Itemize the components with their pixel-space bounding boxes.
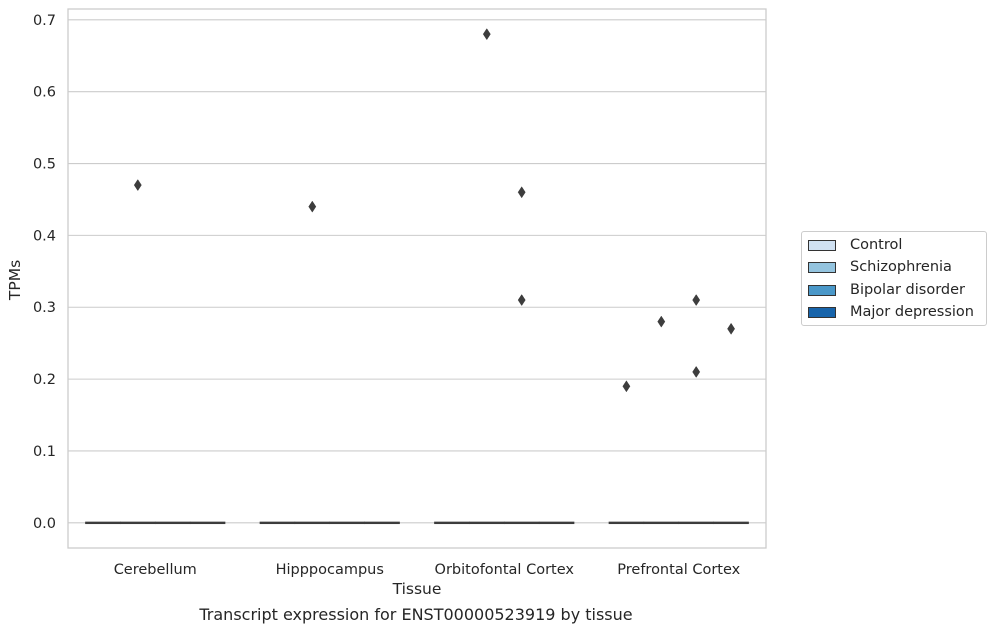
- legend-item-control: Control: [808, 236, 902, 254]
- outlier-point: [657, 315, 666, 328]
- y-tick-label: 0.0: [33, 516, 56, 532]
- y-tick-label: 0.3: [33, 300, 56, 316]
- legend-swatch-schizophrenia: [808, 261, 836, 273]
- box-group: [85, 521, 749, 525]
- y-tick-label: 0.2: [33, 372, 56, 388]
- x-tick-labels: Cerebellum Hipppocampus Orbitofontal Corte…: [114, 562, 741, 578]
- x-tick-label: Prefrontal Cortex: [617, 562, 740, 578]
- y-tick-label: 0.7: [33, 13, 56, 29]
- y-tick-labels: 0.0 0.1 0.2 0.3 0.4 0.5 0.6 0.7: [33, 13, 56, 532]
- outlier-point: [517, 186, 526, 199]
- legend-swatch-major-depression: [808, 306, 836, 318]
- y-tick-label: 0.6: [33, 85, 56, 101]
- outlier-point: [692, 365, 701, 378]
- outlier-point: [308, 200, 317, 213]
- legend-item-schizophrenia: Schizophrenia: [808, 258, 952, 276]
- outlier-point: [517, 294, 526, 307]
- y-tick-label: 0.4: [33, 228, 56, 244]
- outlier-point: [727, 322, 735, 335]
- y-axis-label: TPMs: [6, 260, 24, 301]
- legend: Control Schizophrenia Bipolar disorder M…: [801, 231, 987, 326]
- outlier-point: [482, 28, 491, 41]
- outlier-point: [622, 380, 631, 393]
- legend-label-schizophrenia: Schizophrenia: [850, 259, 952, 275]
- legend-label-major-depression: Major depression: [850, 304, 974, 320]
- outlier-group: [133, 28, 735, 393]
- legend-item-major-depression: Major depression: [808, 303, 974, 321]
- legend-swatch-bipolar-disorder: [808, 284, 836, 296]
- plot-frame: [67, 8, 767, 549]
- legend-label-control: Control: [850, 237, 903, 253]
- legend-swatch-control: [808, 239, 836, 251]
- x-tick-label: Orbitofontal Cortex: [435, 562, 575, 578]
- x-tick-label: Cerebellum: [114, 562, 197, 578]
- chart-caption: Transcript expression for ENST0000052391…: [199, 605, 633, 624]
- outlier-point: [692, 294, 701, 307]
- outlier-point: [133, 179, 142, 192]
- legend-label-bipolar-disorder: Bipolar disorder: [850, 282, 965, 298]
- y-tick-label: 0.1: [33, 444, 56, 460]
- gridlines: [68, 19, 766, 524]
- x-tick-label: Hipppocampus: [276, 562, 384, 578]
- legend-item-bipolar-disorder: Bipolar disorder: [808, 281, 965, 299]
- y-tick-label: 0.5: [33, 157, 56, 173]
- x-axis-label: Tissue: [392, 580, 442, 598]
